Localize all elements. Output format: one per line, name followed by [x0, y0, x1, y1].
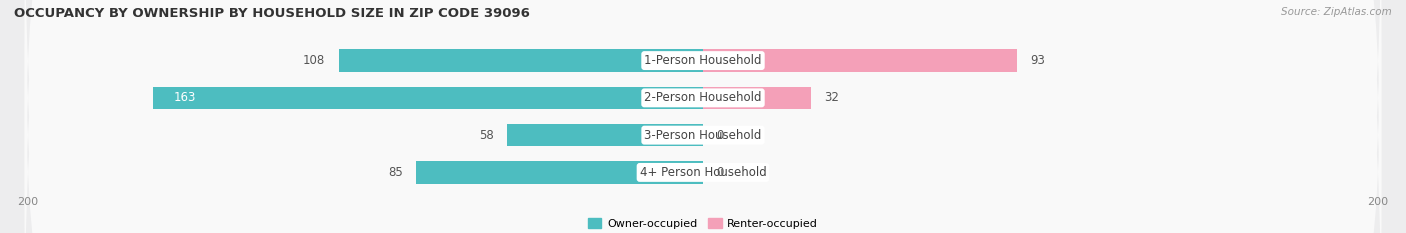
Bar	[416, 161, 703, 184]
Text: OCCUPANCY BY OWNERSHIP BY HOUSEHOLD SIZE IN ZIP CODE 39096: OCCUPANCY BY OWNERSHIP BY HOUSEHOLD SIZE…	[14, 7, 530, 20]
Text: 1-Person Household: 1-Person Household	[644, 54, 762, 67]
Bar	[703, 49, 1017, 72]
Text: 32: 32	[824, 91, 839, 104]
Text: 0: 0	[717, 129, 724, 142]
Text: 85: 85	[388, 166, 402, 179]
Bar	[153, 87, 703, 109]
FancyBboxPatch shape	[25, 0, 1381, 230]
Text: 108: 108	[302, 54, 325, 67]
Text: 58: 58	[479, 129, 494, 142]
Text: 163: 163	[173, 91, 195, 104]
Text: 3-Person Household: 3-Person Household	[644, 129, 762, 142]
Bar	[703, 87, 811, 109]
Text: 4+ Person Household: 4+ Person Household	[640, 166, 766, 179]
FancyBboxPatch shape	[25, 0, 1381, 233]
Text: 2-Person Household: 2-Person Household	[644, 91, 762, 104]
Bar	[339, 49, 703, 72]
FancyBboxPatch shape	[25, 3, 1381, 233]
Text: Source: ZipAtlas.com: Source: ZipAtlas.com	[1281, 7, 1392, 17]
Bar	[508, 124, 703, 146]
Legend: Owner-occupied, Renter-occupied: Owner-occupied, Renter-occupied	[583, 214, 823, 233]
Text: 93: 93	[1031, 54, 1045, 67]
Text: 0: 0	[717, 166, 724, 179]
FancyBboxPatch shape	[25, 0, 1381, 233]
